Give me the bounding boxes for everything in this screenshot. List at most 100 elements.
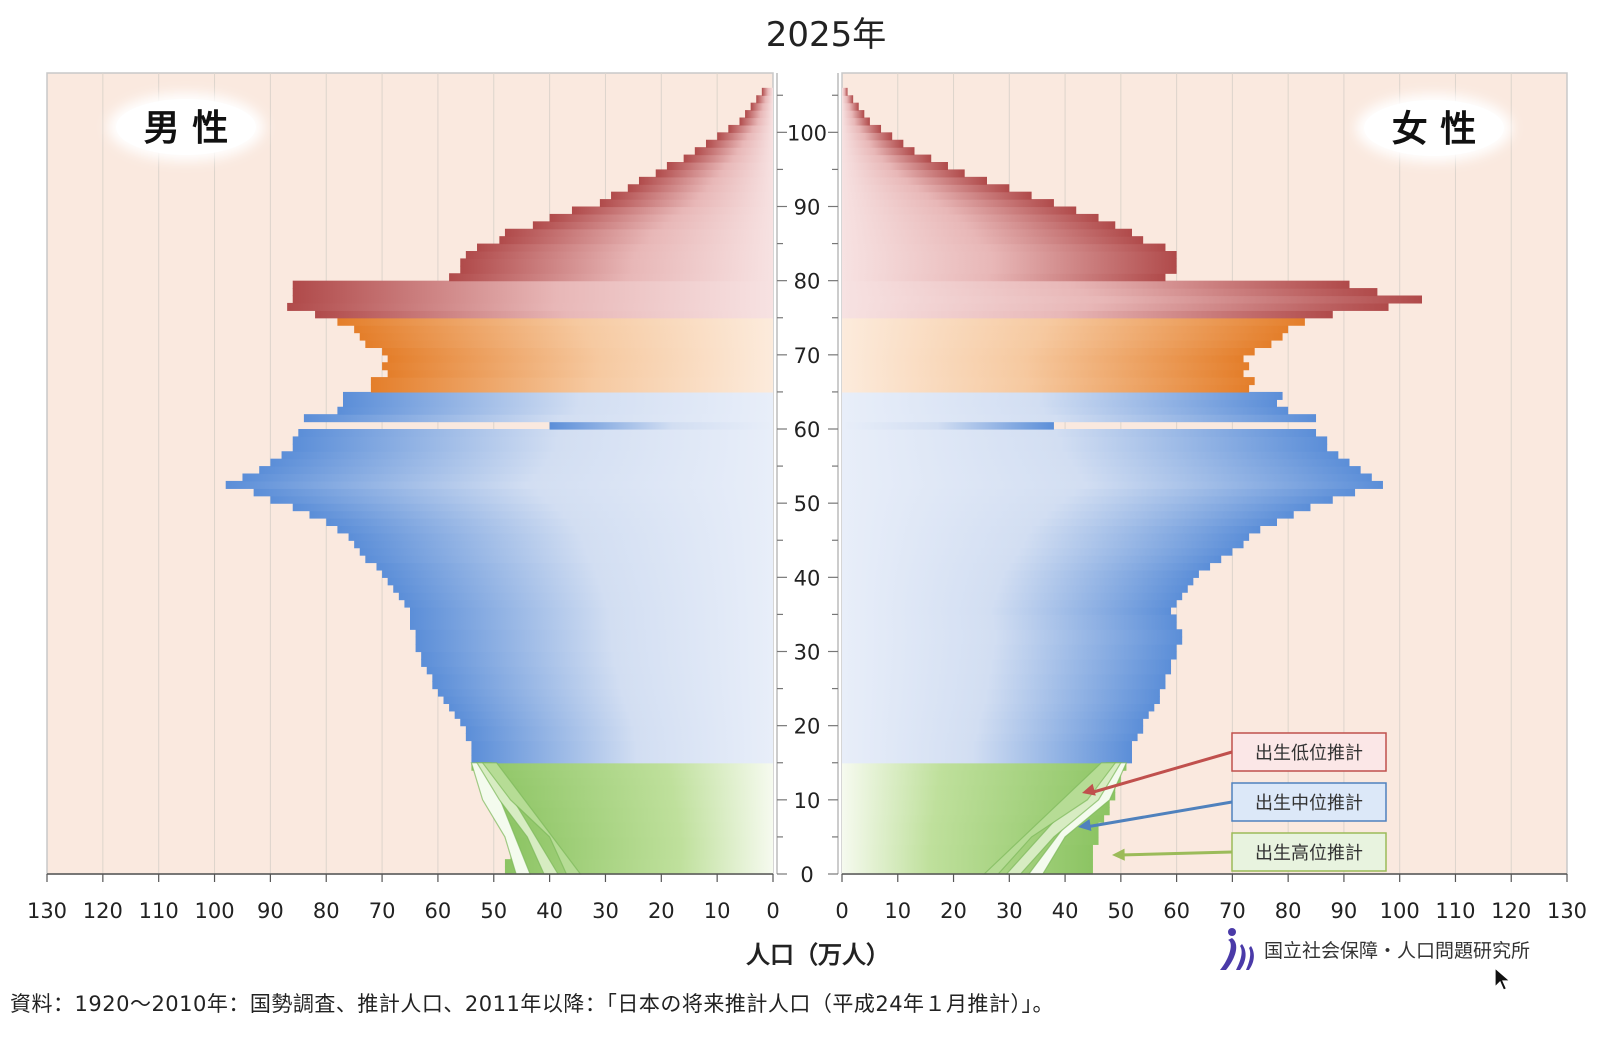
female-bar-age-92 xyxy=(842,184,1010,193)
female-bar-age-42 xyxy=(842,555,1222,564)
male-bar-age-28 xyxy=(421,658,773,667)
female-bar-age-36 xyxy=(842,599,1177,608)
female-bar-age-14 xyxy=(842,762,1127,771)
female-bar-age-28 xyxy=(842,658,1172,667)
female-bar-age-10 xyxy=(842,792,1116,801)
female-bar-age-68 xyxy=(842,362,1250,371)
female-bar-age-77 xyxy=(842,295,1422,304)
female-bar-age-60 xyxy=(842,421,1054,430)
age-tick-label: 40 xyxy=(794,566,821,590)
female-bar-age-81 xyxy=(842,265,1177,274)
female-bar-age-30 xyxy=(842,644,1177,653)
female-bar-age-84 xyxy=(842,243,1166,252)
male-bar-age-100 xyxy=(728,124,773,133)
female-bar-age-74 xyxy=(842,317,1305,326)
female-bar-age-43 xyxy=(842,547,1233,556)
age-tick-label: 20 xyxy=(794,715,821,739)
male-bar-age-12 xyxy=(482,777,773,786)
female-bar-age-97 xyxy=(842,147,915,156)
male-bar-age-29 xyxy=(421,651,773,660)
female-bar-age-13 xyxy=(842,770,1121,779)
female-bar-age-71 xyxy=(842,340,1272,349)
male-bar-age-68 xyxy=(382,362,773,371)
female-bar-age-24 xyxy=(842,688,1160,697)
female-bar-age-32 xyxy=(842,629,1183,638)
male-bar-age-92 xyxy=(627,184,773,193)
female-bar-age-57 xyxy=(842,443,1328,452)
male-bar-age-11 xyxy=(488,785,773,794)
age-tick-label: 80 xyxy=(794,270,821,294)
age-tick-label: 70 xyxy=(794,344,821,368)
chart-title: 2025年 xyxy=(766,15,887,55)
age-tick-label: 100 xyxy=(787,121,827,145)
male-bar-age-31 xyxy=(415,636,773,645)
male-bar-age-70 xyxy=(382,347,773,356)
male-bar-age-39 xyxy=(387,577,773,586)
male-bar-age-35 xyxy=(410,607,773,616)
male-bar-age-90 xyxy=(599,199,773,208)
male-bar-age-10 xyxy=(488,792,773,801)
female-bar-age-83 xyxy=(842,251,1177,260)
female-bar-age-8 xyxy=(842,807,1110,816)
source-note: 資料：1920～2010年：国勢調査、推計人口、2011年以降：「日本の将来推計… xyxy=(10,992,1055,1016)
female-bar-age-105 xyxy=(842,87,848,96)
male-bar-age-71 xyxy=(365,340,773,349)
org-name: 国立社会保障・人口問題研究所 xyxy=(1264,939,1531,962)
legend-arrow-2 xyxy=(1119,850,1233,857)
female-bar-age-70 xyxy=(842,347,1255,356)
female-bar-age-66 xyxy=(842,377,1255,386)
female-bar-age-55 xyxy=(842,458,1350,467)
male-bar-age-67 xyxy=(387,369,773,378)
female-bar-age-46 xyxy=(842,525,1261,534)
male-bar-age-89 xyxy=(571,206,773,215)
female-bar-age-11 xyxy=(842,785,1116,794)
male-x-tick-label: 50 xyxy=(480,899,507,923)
female-bar-age-90 xyxy=(842,199,1054,208)
male-bar-age-62 xyxy=(337,406,773,415)
male-bar-age-74 xyxy=(337,317,773,326)
male-bar-age-78 xyxy=(292,288,773,297)
female-bar-age-96 xyxy=(842,154,932,163)
male-bar-age-14 xyxy=(471,762,773,771)
female-bar-age-53 xyxy=(842,473,1372,482)
male-label-group: 男 性 xyxy=(108,93,264,161)
female-bar-age-69 xyxy=(842,354,1244,363)
male-bar-age-37 xyxy=(398,592,773,601)
female-bar-age-95 xyxy=(842,162,948,171)
male-bar-age-57 xyxy=(292,443,773,452)
male-bar-age-3 xyxy=(510,844,773,853)
male-bar-age-13 xyxy=(477,770,773,779)
male-bar-age-22 xyxy=(449,703,773,712)
female-bar-age-87 xyxy=(842,221,1116,230)
org-logo: 国立社会保障・人口問題研究所 xyxy=(1218,926,1530,972)
mouse-cursor-icon xyxy=(1494,967,1512,991)
male-bar-age-36 xyxy=(404,599,773,608)
female-bar-age-85 xyxy=(842,236,1144,245)
female-bar-age-5 xyxy=(842,829,1099,838)
female-bar-age-45 xyxy=(842,532,1250,541)
female-bar-age-61 xyxy=(842,414,1317,423)
female-bar-age-67 xyxy=(842,369,1244,378)
female-bar-age-19 xyxy=(842,725,1144,734)
male-bar-age-48 xyxy=(309,510,773,519)
female-bar-age-80 xyxy=(842,273,1166,282)
female-bar-age-23 xyxy=(842,696,1160,705)
female-x-tick-label: 30 xyxy=(996,899,1023,923)
male-bar-age-66 xyxy=(370,377,773,386)
age-tick-label: 0 xyxy=(800,863,813,887)
age-tick-label: 90 xyxy=(794,196,821,220)
legend-arrow-1 xyxy=(1085,800,1233,829)
male-bar-age-21 xyxy=(454,710,773,719)
female-bar-age-15 xyxy=(842,755,1132,764)
male-bar-age-4 xyxy=(510,836,773,845)
female-bar-age-63 xyxy=(842,399,1277,408)
female-x-tick-label: 100 xyxy=(1380,899,1420,923)
female-bar-age-25 xyxy=(842,681,1166,690)
male-x-tick-label: 100 xyxy=(194,899,234,923)
male-x-tick-label: 30 xyxy=(592,899,619,923)
male-bar-age-97 xyxy=(694,147,773,156)
male-bar-age-33 xyxy=(410,621,773,630)
male-bar-age-94 xyxy=(655,169,773,178)
age-tick-label: 60 xyxy=(794,418,821,442)
age-axis: 0 10 20 30 40 50 60 70 80 90 100 xyxy=(777,94,838,887)
